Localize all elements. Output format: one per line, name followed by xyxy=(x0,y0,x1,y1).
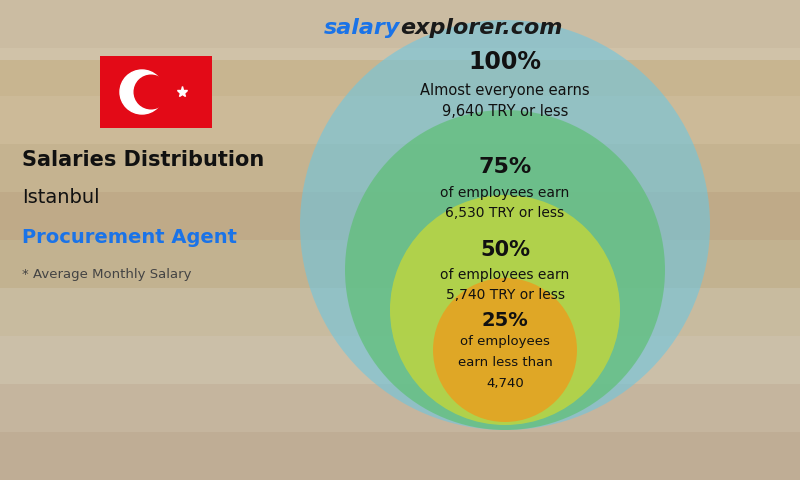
Text: of employees: of employees xyxy=(460,336,550,348)
Bar xyxy=(0,288,800,336)
Text: Almost everyone earns: Almost everyone earns xyxy=(420,83,590,97)
Bar xyxy=(0,192,800,240)
Text: of employees earn: of employees earn xyxy=(440,186,570,200)
Bar xyxy=(0,0,800,48)
Text: 9,640 TRY or less: 9,640 TRY or less xyxy=(442,105,568,120)
Circle shape xyxy=(345,110,665,430)
Text: 50%: 50% xyxy=(480,240,530,260)
Text: Salaries Distribution: Salaries Distribution xyxy=(22,150,264,170)
Text: explorer.com: explorer.com xyxy=(400,18,562,38)
Bar xyxy=(100,56,212,128)
Text: Istanbul: Istanbul xyxy=(22,188,100,207)
Bar xyxy=(0,144,800,192)
Text: salary: salary xyxy=(324,18,400,38)
Text: earn less than: earn less than xyxy=(458,357,552,370)
Bar xyxy=(0,48,800,96)
Text: of employees earn: of employees earn xyxy=(440,268,570,282)
Circle shape xyxy=(300,20,710,430)
Bar xyxy=(0,336,800,384)
Text: 100%: 100% xyxy=(469,50,542,74)
Bar xyxy=(0,432,800,480)
Bar xyxy=(0,96,800,144)
Text: 6,530 TRY or less: 6,530 TRY or less xyxy=(446,206,565,220)
Bar xyxy=(0,0,800,60)
Text: * Average Monthly Salary: * Average Monthly Salary xyxy=(22,268,191,281)
Bar xyxy=(0,240,800,288)
Text: 4,740: 4,740 xyxy=(486,377,524,391)
Circle shape xyxy=(390,195,620,425)
Text: 25%: 25% xyxy=(482,311,528,329)
Text: 75%: 75% xyxy=(478,157,532,177)
Text: 5,740 TRY or less: 5,740 TRY or less xyxy=(446,288,565,302)
Circle shape xyxy=(134,75,168,109)
Circle shape xyxy=(120,70,164,114)
Bar xyxy=(0,384,800,432)
Text: Procurement Agent: Procurement Agent xyxy=(22,228,237,247)
Circle shape xyxy=(433,278,577,422)
